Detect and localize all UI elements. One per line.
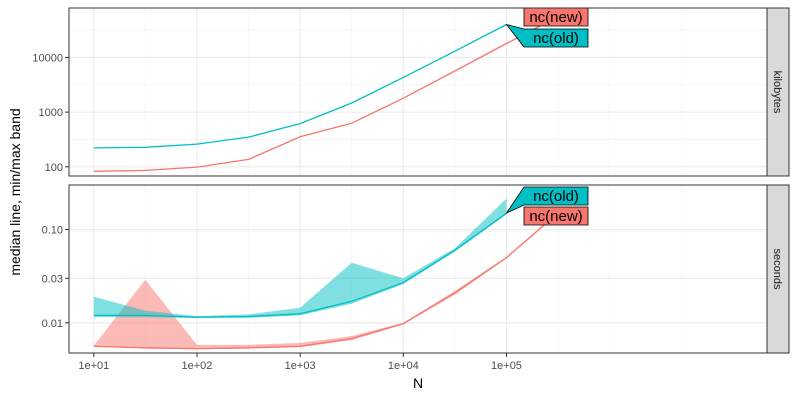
strip-background xyxy=(766,184,790,354)
median-line-nc-old- xyxy=(93,23,507,149)
x-tick-label: 1e+04 xyxy=(388,360,419,372)
panel-seconds: nc(old) nc(new) seconds 0.01 0.03 0.10 xyxy=(42,184,790,354)
panel-background xyxy=(69,8,767,176)
y-tick-label: 0.03 xyxy=(42,273,63,285)
x-tick-label: 1e+03 xyxy=(285,360,316,372)
x-tick-label: 1e+02 xyxy=(182,360,213,372)
label-box-nc-old- xyxy=(505,23,589,48)
y-tick-label: 1000 xyxy=(39,107,63,119)
median-line-nc-new- xyxy=(93,212,559,350)
series-label: nc(new) xyxy=(529,9,582,26)
strip-label: seconds xyxy=(771,249,783,290)
x-axis-title: N xyxy=(413,375,423,391)
band-nc-new- xyxy=(93,211,559,350)
y-axis-title: median line, min/max band xyxy=(7,108,23,275)
label-box-nc-new- xyxy=(523,206,589,226)
panel-background xyxy=(69,185,767,353)
x-tick-label: 1e+05 xyxy=(491,360,522,372)
series-label: nc(new) xyxy=(529,208,582,225)
series-label: nc(old) xyxy=(533,188,579,205)
y-tick-label: 10000 xyxy=(32,52,63,64)
y-tick-label: 100 xyxy=(45,162,63,174)
y-tick-label: 0.10 xyxy=(42,225,63,237)
strip-background xyxy=(766,7,790,177)
label-box-nc-old- xyxy=(505,186,589,215)
median-line-nc-new- xyxy=(93,15,559,172)
panel-kilobytes: nc(new) nc(old) kilobytes 100 1000 10000 xyxy=(32,7,790,177)
y-tick-label: 0.01 xyxy=(42,318,63,330)
series-label: nc(old) xyxy=(533,30,579,47)
median-line-nc-old- xyxy=(93,212,507,318)
strip-label: kilobytes xyxy=(771,71,783,114)
x-tick-label: 1e+01 xyxy=(78,360,109,372)
